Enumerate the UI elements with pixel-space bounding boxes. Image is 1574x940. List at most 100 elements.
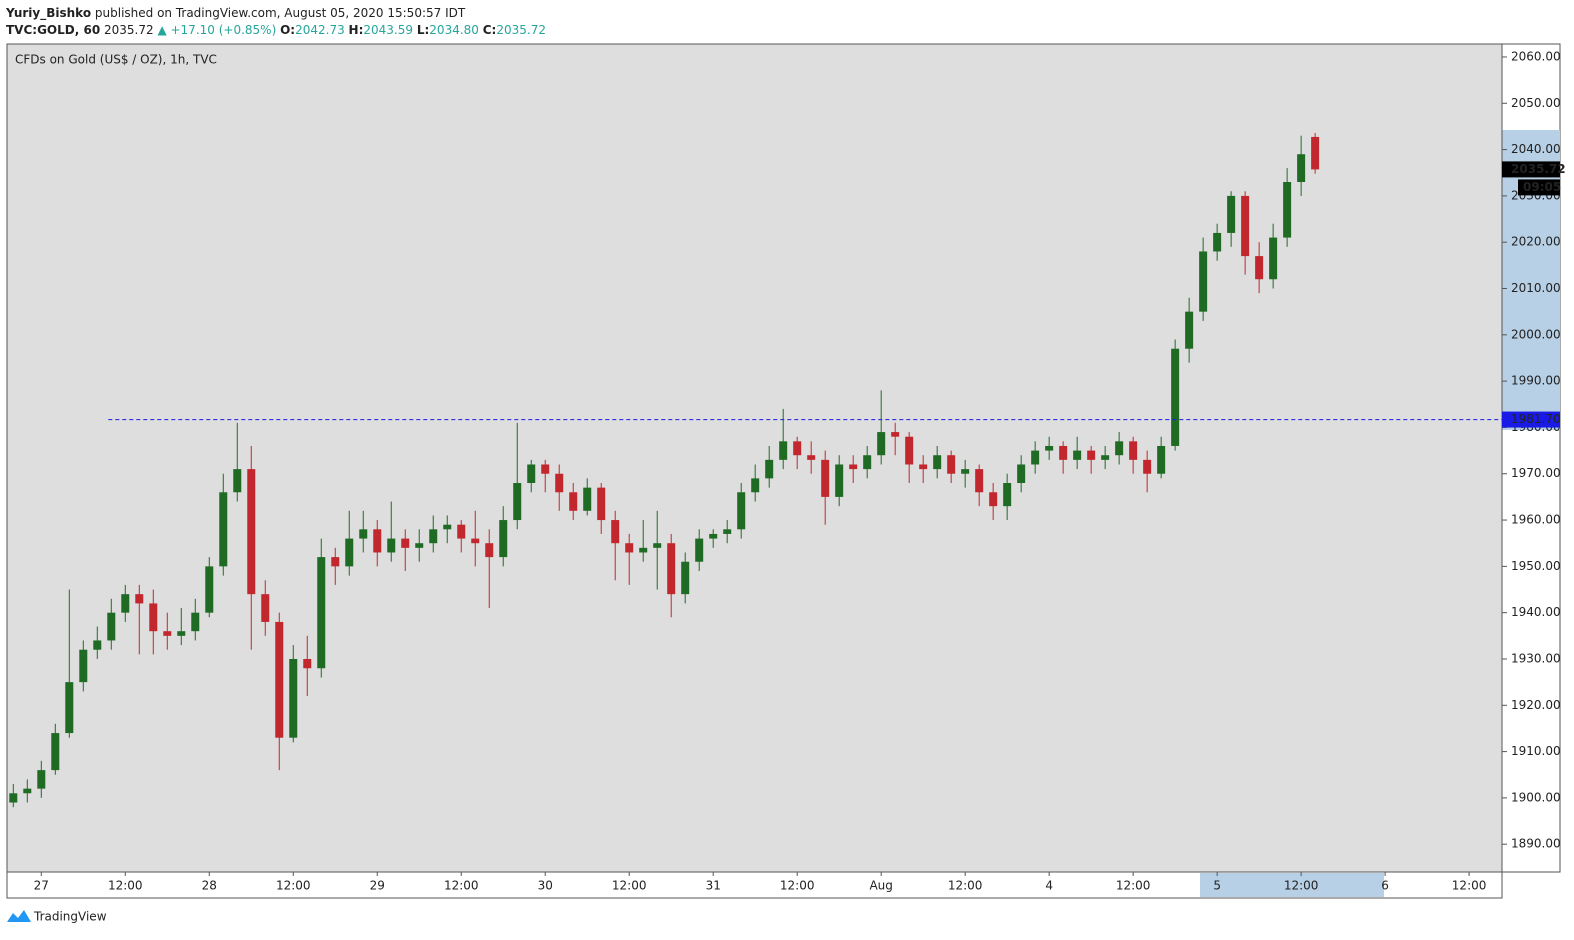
candle-body bbox=[65, 682, 74, 734]
plot-border bbox=[6, 43, 1503, 873]
candle-body bbox=[905, 436, 914, 465]
y-tick-label: 1920.00 bbox=[1511, 698, 1561, 712]
candle-body bbox=[639, 547, 648, 553]
x-tick-label: 30 bbox=[538, 879, 553, 893]
candle-body bbox=[177, 631, 186, 636]
candle-body bbox=[1227, 195, 1236, 233]
o-label: O: bbox=[280, 23, 295, 37]
y-tick-label: 2010.00 bbox=[1511, 281, 1561, 295]
y-tick-label: 1910.00 bbox=[1511, 744, 1561, 758]
candle-body bbox=[653, 543, 662, 548]
candle-body bbox=[317, 557, 326, 669]
candle-body bbox=[121, 594, 130, 613]
candle-body bbox=[1073, 450, 1082, 460]
x-tick-label: Aug bbox=[869, 879, 892, 893]
y-tick-label: 1930.00 bbox=[1511, 651, 1561, 665]
candle-body bbox=[807, 455, 816, 460]
y-tick-label: 1890.00 bbox=[1511, 837, 1561, 851]
x-tick-label: 4 bbox=[1045, 879, 1053, 893]
c: 2035.72 bbox=[496, 23, 546, 37]
candle-body bbox=[1269, 237, 1278, 280]
x-tick-label: 12:00 bbox=[1116, 879, 1151, 893]
candle-body bbox=[695, 538, 704, 562]
y-tick-label: 1960.00 bbox=[1511, 513, 1561, 527]
y-tick-label: 2020.00 bbox=[1511, 235, 1561, 249]
candle-body bbox=[1115, 441, 1124, 456]
y-tick-label: 1940.00 bbox=[1511, 605, 1561, 619]
candle-body bbox=[219, 492, 228, 567]
candle-body bbox=[541, 464, 550, 474]
candle-body bbox=[1297, 154, 1306, 182]
candle-body bbox=[667, 543, 676, 595]
candle-body bbox=[499, 520, 508, 558]
x-tick-label: 28 bbox=[202, 879, 217, 893]
published: published on TradingView.com, August 05,… bbox=[95, 6, 466, 20]
candle-body bbox=[555, 473, 564, 493]
candle-body bbox=[471, 538, 480, 544]
candle-body bbox=[387, 538, 396, 553]
candle-body bbox=[1003, 483, 1012, 507]
candle-body bbox=[1017, 464, 1026, 484]
plot-area bbox=[7, 44, 1502, 872]
candle-body bbox=[191, 612, 200, 632]
candle-body bbox=[1101, 455, 1110, 460]
candle-body bbox=[569, 492, 578, 511]
candle-body bbox=[527, 464, 536, 484]
x-tick-label: 12:00 bbox=[444, 879, 479, 893]
candle-body bbox=[331, 557, 340, 567]
change: ▲ +17.10 (+0.85%) bbox=[157, 23, 276, 37]
x-tick-label: 29 bbox=[370, 879, 385, 893]
y-tick-label: 2060.00 bbox=[1511, 49, 1561, 63]
h-label: H: bbox=[349, 23, 364, 37]
candle-body bbox=[415, 543, 424, 548]
last-price-bg bbox=[1502, 161, 1560, 178]
last-price-label: 2035.72 bbox=[1511, 162, 1566, 176]
candle-body bbox=[107, 612, 116, 641]
candle-body bbox=[345, 538, 354, 567]
candle-body bbox=[1185, 311, 1194, 349]
candle-body bbox=[709, 533, 718, 539]
candle-body bbox=[765, 459, 774, 479]
candle-body bbox=[79, 649, 88, 683]
candle-body bbox=[961, 469, 970, 474]
candle-body bbox=[835, 464, 844, 497]
candle-body bbox=[1031, 450, 1040, 465]
author: Yuriy_Bishko bbox=[5, 6, 91, 21]
candle-body bbox=[681, 561, 690, 595]
logo bbox=[7, 910, 31, 922]
l-label: L: bbox=[417, 23, 429, 37]
candle-body bbox=[625, 543, 634, 553]
candle-body bbox=[1255, 256, 1264, 280]
brand: TradingView bbox=[33, 910, 107, 924]
y-tick-label: 1990.00 bbox=[1511, 374, 1561, 388]
y-tick-label: 2050.00 bbox=[1511, 96, 1561, 110]
candle-body bbox=[289, 658, 298, 738]
candle-body bbox=[975, 469, 984, 493]
candle-body bbox=[723, 529, 732, 534]
x-tick-label: 12:00 bbox=[780, 879, 815, 893]
chart-title: CFDs on Gold (US$ / OZ), 1h, TVC bbox=[15, 53, 217, 67]
candle-body bbox=[919, 464, 928, 470]
candle-body bbox=[1087, 450, 1096, 460]
candle-body bbox=[891, 432, 900, 437]
candle-body bbox=[989, 492, 998, 507]
candle-body bbox=[821, 459, 830, 497]
candle-body bbox=[443, 524, 452, 530]
candle-body bbox=[513, 483, 522, 521]
candle-body bbox=[149, 603, 158, 632]
candle-body bbox=[233, 469, 242, 493]
candle-body bbox=[37, 770, 46, 789]
x-tick-label: 12:00 bbox=[948, 879, 983, 893]
candle-body bbox=[359, 529, 368, 539]
x-tick-label: 31 bbox=[706, 879, 721, 893]
candle-body bbox=[247, 469, 256, 595]
candle-body bbox=[583, 487, 592, 511]
candle-body bbox=[751, 478, 760, 493]
candle-body bbox=[1199, 251, 1208, 312]
candle-body bbox=[401, 538, 410, 548]
candle-body bbox=[261, 594, 270, 622]
candle-body bbox=[1129, 441, 1138, 460]
candle-body bbox=[737, 492, 746, 530]
candle-body bbox=[275, 621, 284, 738]
